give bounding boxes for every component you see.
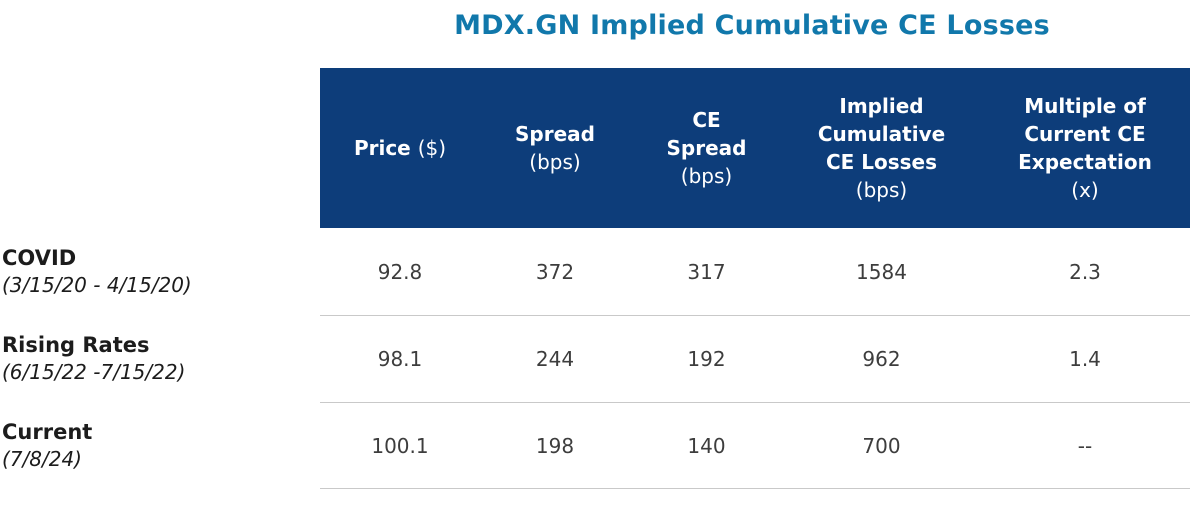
page-title: MDX.GN Implied Cumulative CE Losses <box>454 10 1050 41</box>
value-cell-implied-losses: 1584 <box>856 259 907 284</box>
row-label-cell: Current (7/8/24) <box>0 402 320 489</box>
row-label: Rising Rates <box>2 332 150 357</box>
column-header-multiple-of-current-ce-expectation: Multiple of Current CE Expectation (x) <box>980 68 1190 228</box>
value-cell-spread: 244 <box>480 315 630 402</box>
value-cell-multiple: 1.4 <box>980 315 1190 402</box>
column-unit: (x) <box>1071 178 1099 202</box>
table-row-current: Current (7/8/24) 100.1 198 140 700 -- <box>0 402 1193 489</box>
column-header-implied-cumulative-ce-losses: Implied Cumulative CE Losses (bps) <box>783 68 980 228</box>
column-unit: ($) <box>417 136 447 160</box>
row-label-cell: COVID (3/15/20 - 4/15/20) <box>0 228 320 315</box>
column-label: CE Spread <box>666 108 747 160</box>
header-spacer <box>0 68 320 228</box>
value-cell-spread: 198 <box>480 402 630 489</box>
value-cell-multiple: -- <box>980 402 1190 489</box>
column-unit: (bps) <box>855 178 908 202</box>
column-label: Implied Cumulative CE Losses <box>817 94 946 174</box>
table-row-rising-rates: Rising Rates (6/15/22 -7/15/22) 98.1 244… <box>0 315 1193 402</box>
value-cell-ce-spread: 192 <box>630 315 783 402</box>
value-cell-ce-spread: 317 <box>687 259 726 284</box>
row-period: (3/15/20 - 4/15/20) <box>2 273 192 298</box>
column-header-ce-spread: CE Spread (bps) <box>630 68 783 228</box>
row-label: COVID <box>2 245 77 270</box>
ce-losses-table: Price ($) Spread (bps) CE Spread (bps) I… <box>0 68 1193 489</box>
page: MDX.GN Implied Cumulative CE Losses Pric… <box>0 10 1193 489</box>
row-label-cell: Rising Rates (6/15/22 -7/15/22) <box>0 315 320 402</box>
column-label: Multiple of Current CE Expectation <box>1018 94 1152 174</box>
column-header-price: Price ($) <box>320 68 480 228</box>
value-cell-price: 98.1 <box>320 315 480 402</box>
column-header-spread: Spread (bps) <box>480 68 630 228</box>
column-unit: (bps) <box>680 164 733 188</box>
value-cell-implied-losses: 962 <box>783 315 980 402</box>
column-unit: (bps) <box>529 150 581 174</box>
value-cell-spread: 372 <box>535 259 575 284</box>
value-cell-price: 92.8 <box>377 259 423 284</box>
value-cell-price: 100.1 <box>320 402 480 489</box>
value-cell-ce-spread: 140 <box>630 402 783 489</box>
row-label: Current <box>2 419 93 444</box>
column-label: Price <box>353 136 411 160</box>
value-cell-implied-losses: 700 <box>783 402 980 489</box>
table-row-covid: COVID (3/15/20 - 4/15/20) 92.8 372 317 1… <box>0 228 1193 315</box>
column-label: Spread <box>515 122 595 146</box>
table-header-row: Price ($) Spread (bps) CE Spread (bps) I… <box>0 68 1193 228</box>
row-period: (6/15/22 -7/15/22) <box>2 360 186 385</box>
value-cell-multiple: 2.3 <box>1069 259 1101 284</box>
column-header-price-text: Price ($) <box>354 134 446 162</box>
row-period: (7/8/24) <box>2 447 82 472</box>
